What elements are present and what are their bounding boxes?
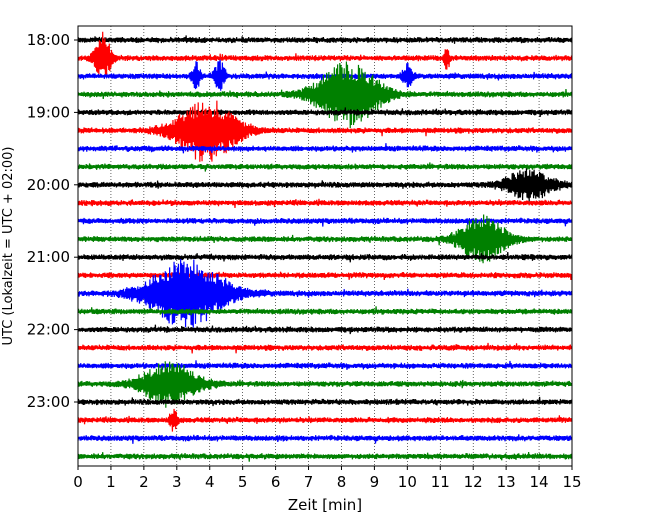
trace-row-9 (77, 198, 573, 208)
trace-row-16 (77, 324, 573, 335)
x-tick-label: 3 (172, 473, 182, 491)
x-tick-label: 8 (337, 473, 347, 491)
plot-frame (77, 25, 573, 467)
trace-row-2 (77, 59, 573, 91)
trace-row-17 (77, 342, 573, 354)
y-tick-label: 19:00 (27, 103, 70, 121)
y-axis-label: UTC (Lokalzeit = UTC + 02:00) (1, 147, 16, 346)
x-tick-label: 11 (431, 473, 450, 491)
x-tick-label: 5 (238, 473, 248, 491)
y-tick-label: 23:00 (27, 393, 70, 411)
x-tick-label: 7 (304, 473, 314, 491)
x-tick-label: 4 (205, 473, 215, 491)
x-axis-label: Zeit [min] (288, 496, 362, 514)
trace-row-1 (77, 31, 573, 77)
trace-row-12 (77, 251, 573, 263)
trace-row-7 (77, 162, 573, 172)
trace-row-5 (77, 100, 573, 162)
trace-row-8 (77, 168, 573, 202)
trace-row-15 (77, 306, 573, 316)
trace-row-4 (77, 107, 573, 117)
trace-row-23 (77, 452, 573, 462)
trace-row-14 (77, 258, 573, 328)
x-tick-label: 6 (271, 473, 281, 491)
trace-row-11 (77, 214, 573, 264)
trace-row-20 (77, 396, 573, 407)
x-tick-label: 10 (398, 473, 417, 491)
y-tick-label: 18:00 (27, 31, 70, 49)
trace-row-22 (77, 434, 573, 444)
x-tick-label: 15 (562, 473, 581, 491)
trace-row-6 (77, 143, 573, 154)
x-tick-label: 14 (530, 473, 549, 491)
x-tick-label: 12 (464, 473, 483, 491)
trace-row-18 (77, 360, 573, 370)
trace-row-0 (77, 35, 573, 44)
y-tick-label: 22:00 (27, 321, 70, 339)
y-tick-label: 20:00 (27, 176, 70, 194)
x-axis: 0 1 2 3 4 5 6 7 8 9 10 11 12 13 14 15 (73, 466, 582, 491)
x-tick-label: 0 (73, 473, 83, 491)
x-tick-label: 2 (139, 473, 149, 491)
y-tick-label: 21:00 (27, 248, 70, 266)
x-tick-label: 9 (370, 473, 380, 491)
x-tick-label: 13 (497, 473, 516, 491)
trace-group (77, 31, 573, 462)
y-axis: 18:00 19:00 20:00 21:00 22:00 23:00 (27, 31, 78, 411)
x-tick-label: 1 (106, 473, 116, 491)
trace-row-21 (77, 408, 573, 432)
